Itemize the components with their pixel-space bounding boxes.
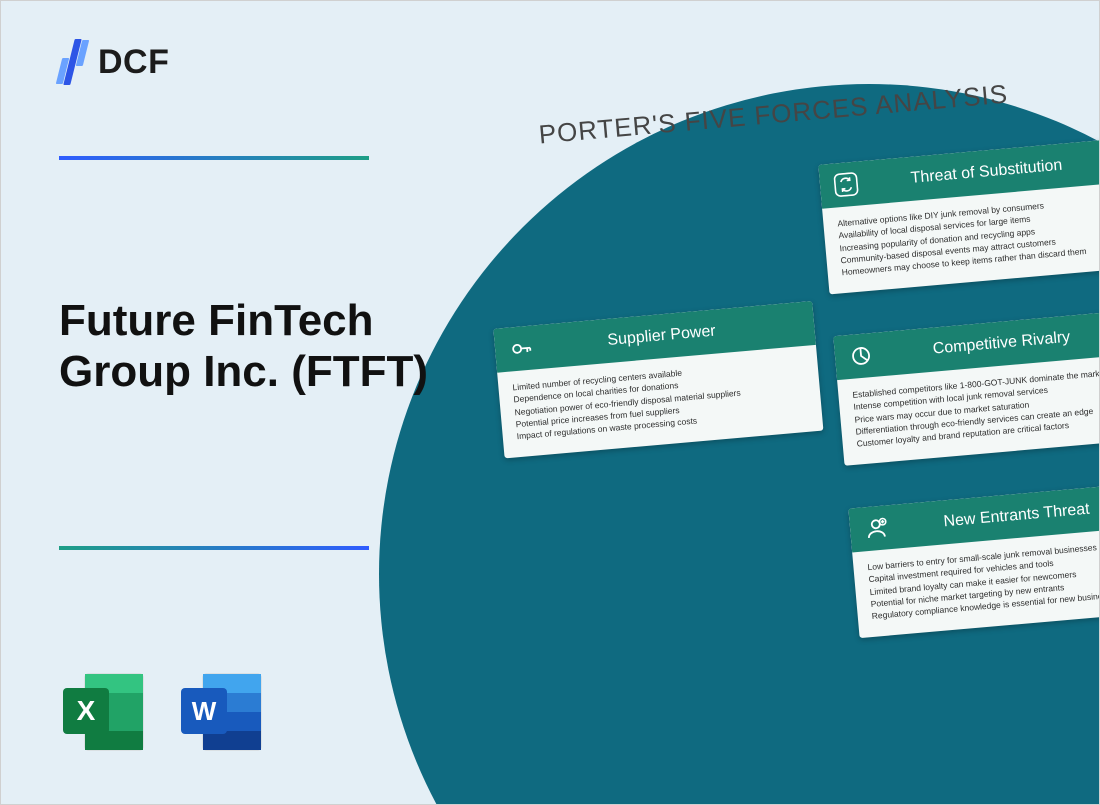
card-rivalry: Competitive Rivalry Established competit… — [833, 308, 1100, 465]
file-icons: X W — [59, 668, 267, 756]
card-title: Competitive Rivalry — [886, 325, 1100, 363]
refresh-icon — [833, 172, 859, 198]
excel-icon: X — [59, 668, 149, 756]
logo: DCF — [59, 39, 169, 85]
pie-icon — [848, 343, 874, 369]
word-letter: W — [192, 696, 217, 726]
logo-bars-icon — [59, 39, 86, 85]
card-title: New Entrants Threat — [901, 497, 1100, 535]
card-supplier: Supplier Power Limited number of recycli… — [493, 301, 823, 458]
cards-holder: Threat of Substitution Alternative optio… — [472, 136, 1100, 805]
card-title: Supplier Power — [546, 317, 777, 355]
card-entrants: New Entrants Threat Low barriers to entr… — [848, 481, 1100, 638]
divider-top — [59, 156, 369, 160]
slide: DCF Future FinTech Group Inc. (FTFT) X — [0, 0, 1100, 805]
logo-text: DCF — [98, 43, 169, 82]
divider-bottom — [59, 546, 369, 550]
card-title: Threat of Substitution — [871, 153, 1100, 191]
word-icon: W — [177, 668, 267, 756]
page-title: Future FinTech Group Inc. (FTFT) — [59, 296, 479, 397]
excel-letter: X — [77, 695, 96, 726]
key-icon — [508, 336, 534, 362]
card-substitution: Threat of Substitution Alternative optio… — [818, 137, 1100, 294]
user-plus-icon — [863, 515, 889, 541]
